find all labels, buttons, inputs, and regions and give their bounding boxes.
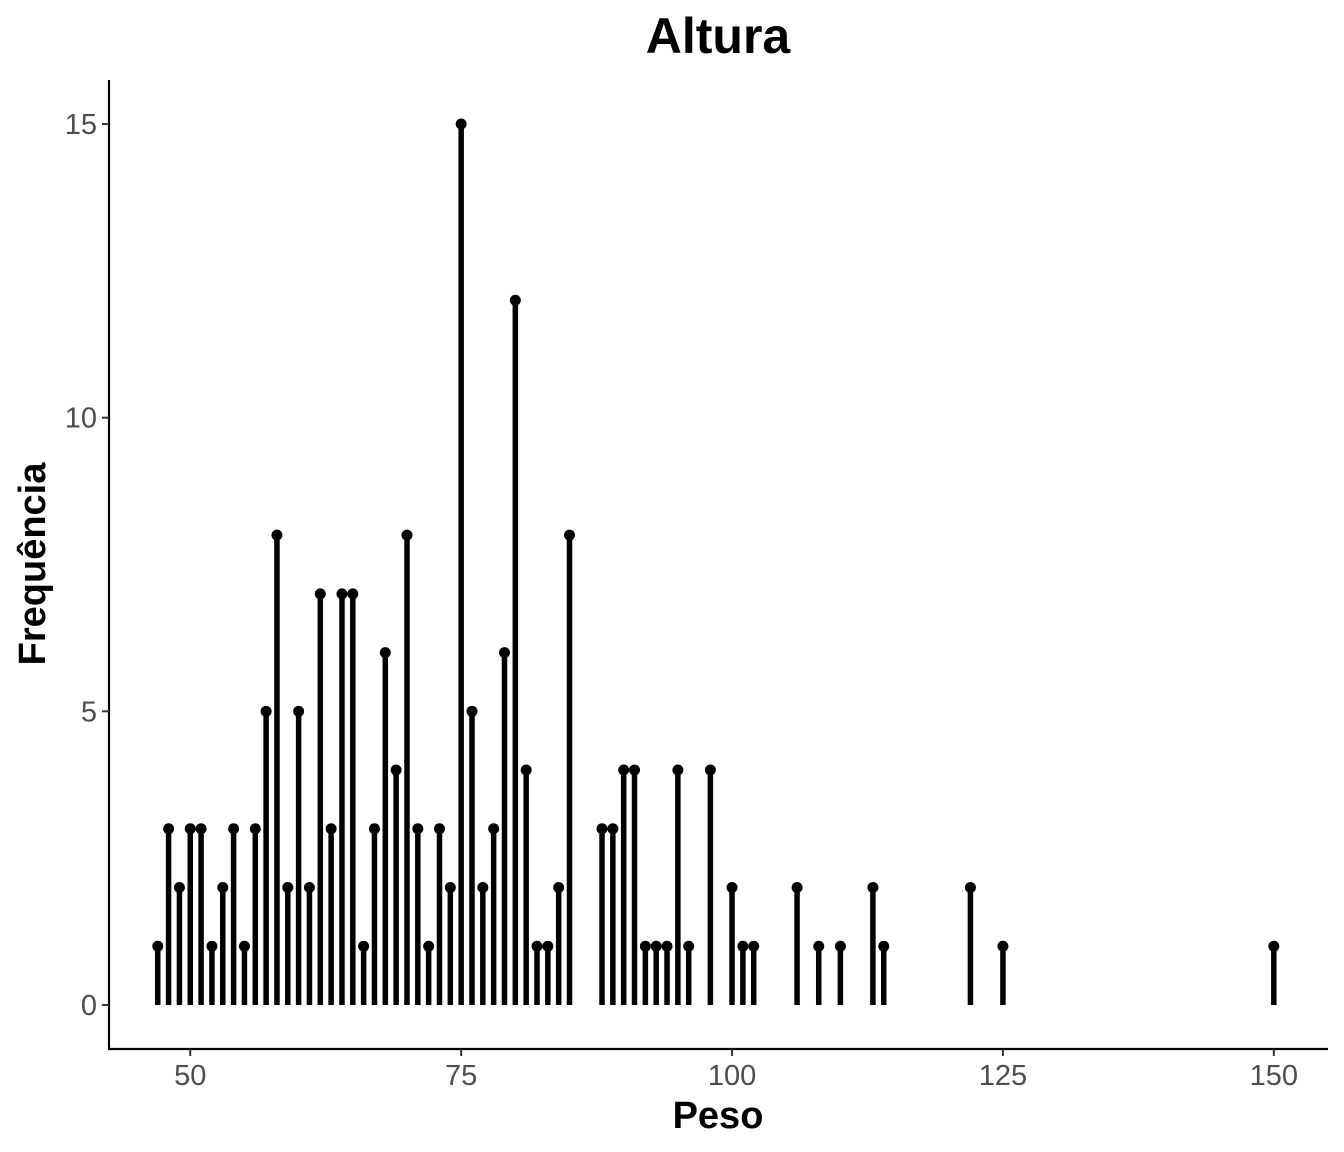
point-81 — [520, 764, 532, 776]
point-150 — [1268, 940, 1280, 952]
point-74 — [444, 882, 456, 893]
point-67 — [368, 823, 380, 835]
point-122 — [964, 882, 976, 893]
point-71 — [412, 823, 424, 835]
point-66 — [358, 940, 370, 952]
point-59 — [282, 882, 294, 893]
point-65 — [347, 588, 359, 600]
point-72 — [423, 940, 435, 952]
point-75 — [455, 118, 467, 130]
point-101 — [737, 940, 749, 952]
point-78 — [488, 823, 500, 835]
x-axis-title: Peso — [673, 1095, 764, 1137]
point-89 — [607, 823, 619, 835]
point-106 — [791, 882, 803, 893]
point-58 — [271, 529, 283, 541]
point-62 — [314, 588, 326, 600]
point-52 — [206, 940, 218, 952]
point-102 — [748, 940, 760, 952]
point-108 — [813, 940, 825, 952]
point-69 — [390, 764, 402, 776]
point-94 — [661, 940, 673, 952]
point-49 — [173, 882, 185, 893]
point-70 — [401, 529, 413, 541]
point-50 — [184, 823, 196, 835]
point-85 — [564, 529, 576, 541]
point-51 — [195, 823, 207, 835]
point-63 — [325, 823, 337, 835]
x-tick-label: 150 — [1250, 1060, 1298, 1092]
point-57 — [260, 705, 272, 717]
point-113 — [867, 882, 879, 893]
point-61 — [303, 882, 315, 893]
y-axis-title: Frequência — [12, 462, 54, 666]
point-114 — [878, 940, 890, 952]
point-54 — [228, 823, 240, 835]
point-88 — [596, 823, 608, 835]
y-tick-label: 0 — [81, 990, 97, 1022]
x-tick-label: 75 — [445, 1060, 477, 1092]
x-tick-label: 50 — [174, 1060, 206, 1092]
point-48 — [163, 823, 175, 835]
point-73 — [433, 823, 445, 835]
point-93 — [650, 940, 662, 952]
point-80 — [509, 294, 521, 306]
point-82 — [531, 940, 543, 952]
point-56 — [249, 823, 261, 835]
point-92 — [639, 940, 651, 952]
y-tick-label: 5 — [81, 696, 97, 728]
point-91 — [629, 764, 641, 776]
point-110 — [834, 940, 846, 952]
point-83 — [542, 940, 554, 952]
point-47 — [152, 940, 164, 952]
point-53 — [217, 882, 229, 893]
point-100 — [726, 882, 738, 893]
point-76 — [466, 705, 478, 717]
chart-title: Altura — [646, 8, 792, 64]
point-125 — [997, 940, 1009, 952]
point-60 — [293, 705, 305, 717]
point-90 — [618, 764, 630, 776]
y-tick-label: 10 — [65, 403, 97, 435]
x-tick-label: 100 — [708, 1060, 756, 1092]
point-64 — [336, 588, 348, 600]
point-77 — [477, 882, 489, 893]
plot-area: 0 5 10 15 50 75 100 125 150 — [65, 80, 1328, 1092]
point-95 — [672, 764, 684, 776]
point-98 — [704, 764, 716, 776]
y-axis-ticks: 0 5 10 15 — [65, 109, 109, 1022]
point-55 — [238, 940, 250, 952]
point-96 — [683, 940, 695, 952]
y-tick-label: 15 — [65, 109, 97, 141]
point-68 — [379, 647, 391, 659]
x-axis-ticks: 50 75 100 125 150 — [174, 1049, 1298, 1092]
point-79 — [498, 647, 510, 659]
data-marks — [152, 118, 1280, 1005]
x-tick-label: 125 — [979, 1060, 1027, 1092]
point-84 — [553, 882, 565, 893]
